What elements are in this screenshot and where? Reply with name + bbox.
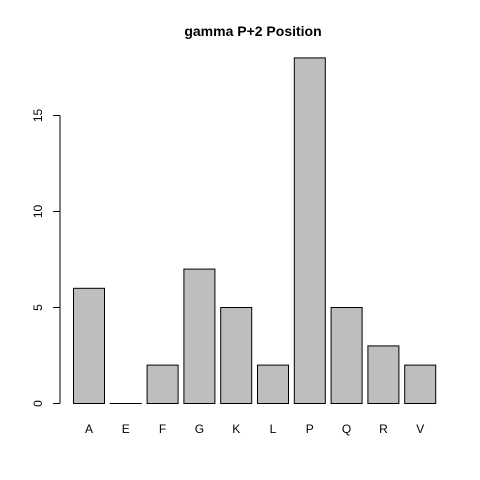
bar-K [220,307,253,404]
x-tick-label-K: K [232,422,240,436]
x-tick-label-P: P [306,422,314,436]
bar-Q [330,307,363,404]
x-tick-label-G: G [195,422,204,436]
bar-G [183,268,216,404]
bar-V [404,364,437,405]
x-tick-label-A: A [85,422,93,436]
y-tick-label-10: 10 [31,205,45,219]
bar-F [146,364,179,405]
bar-A [73,287,105,404]
x-tick-label-L: L [270,422,277,436]
x-tick-label-Q: Q [342,422,351,436]
x-tick-label-E: E [122,422,130,436]
bar-R [367,345,400,404]
x-tick-label-V: V [416,422,424,436]
y-tick-label-0: 0 [31,400,45,407]
bars-layer [73,57,437,405]
y-tick-label-15: 15 [31,109,45,123]
chart-title: gamma P+2 Position [184,23,321,39]
bar-P [293,57,326,405]
y-axis: 0 5 10 15 [31,109,61,407]
x-tick-label-R: R [379,422,388,436]
bar-L [257,364,289,405]
y-tick-label-5: 5 [31,304,45,311]
x-tick-label-F: F [159,422,166,436]
